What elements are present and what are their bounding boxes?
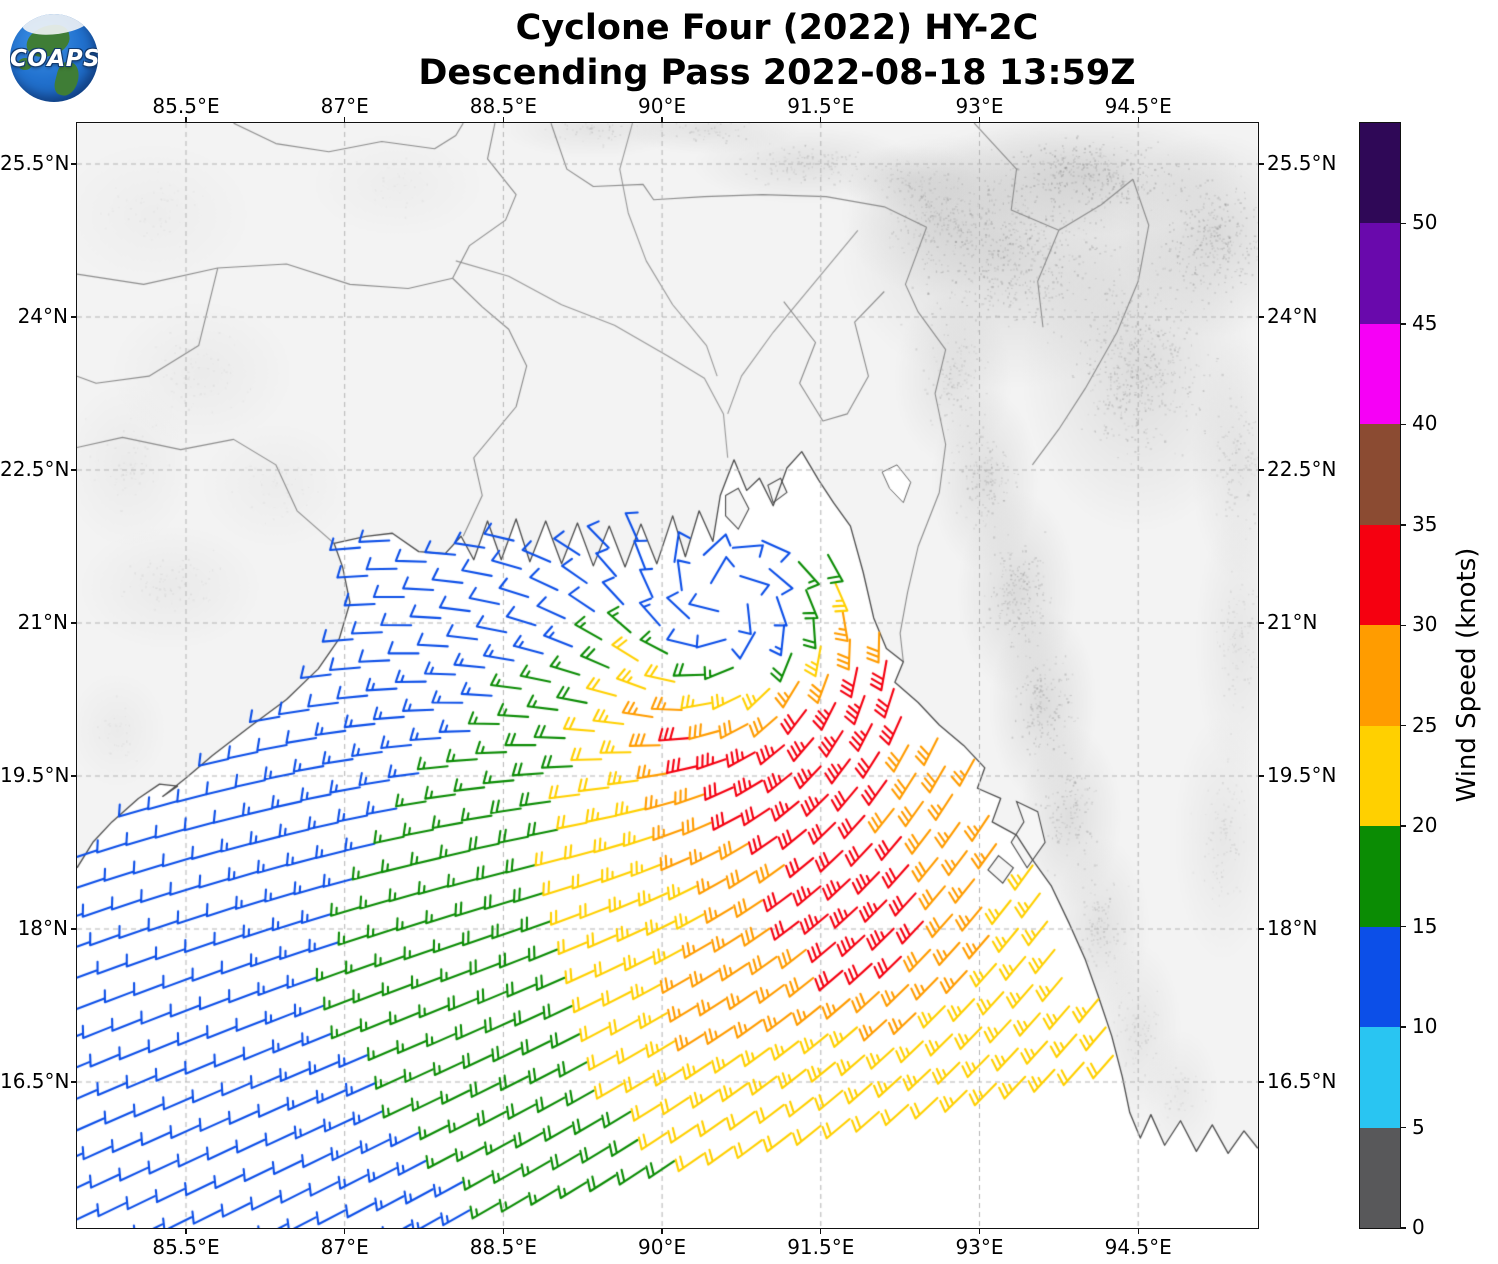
lon-tick-label-bottom: 91.5°E	[787, 1235, 855, 1259]
colorbar-tick-mark	[1400, 725, 1406, 727]
lon-tick-label-bottom: 94.5°E	[1104, 1235, 1172, 1259]
colorbar-axis-label: Wind Speed (knots)	[1452, 547, 1482, 803]
colorbar-tick-mark	[1400, 825, 1406, 827]
lon-tick-label-top: 91.5°E	[787, 94, 855, 118]
lat-tick-label-left: 19.5°N	[0, 763, 70, 787]
lon-tick-label-bottom: 87°E	[320, 1235, 369, 1259]
axis-tick-mark	[1259, 316, 1264, 318]
lon-tick-label-bottom: 88.5°E	[469, 1235, 537, 1259]
colorbar-tick-mark	[1400, 323, 1406, 325]
colorbar-tick-mark	[1400, 925, 1406, 928]
axis-tick-mark	[1259, 775, 1264, 777]
colorbar-tick-mark	[1400, 1126, 1406, 1129]
colorbar-segment	[1360, 625, 1400, 726]
lat-tick-label-right: 16.5°N	[1267, 1069, 1337, 1093]
axis-tick-mark	[1259, 622, 1264, 624]
colorbar-segment	[1360, 223, 1400, 324]
lat-tick-label-right: 21°N	[1267, 610, 1318, 634]
axis-tick-mark	[820, 117, 822, 122]
colorbar-segment	[1360, 1027, 1400, 1128]
chart-title: Cyclone Four (2022) HY-2C	[515, 8, 1039, 48]
lon-tick-label-top: 90°E	[638, 94, 687, 118]
lon-tick-label-bottom: 90°E	[638, 1235, 687, 1259]
axis-tick-mark	[1259, 928, 1264, 930]
colorbar-tick-label: 15	[1412, 913, 1438, 938]
axis-tick-mark	[71, 622, 76, 624]
chart-subtitle: Descending Pass 2022-08-18 13:59Z	[418, 53, 1136, 93]
axis-tick-mark	[1259, 1081, 1264, 1083]
colorbar-segment	[1360, 1127, 1400, 1228]
colorbar-tick-label: 30	[1412, 612, 1438, 637]
map-frame	[76, 122, 1259, 1229]
lat-tick-label-right: 25.5°N	[1267, 151, 1337, 175]
colorbar-tick-mark	[1400, 222, 1406, 225]
axis-tick-mark	[978, 117, 981, 122]
axis-tick-mark	[1137, 117, 1139, 122]
axis-tick-mark	[71, 163, 76, 165]
axis-tick-mark	[344, 117, 346, 122]
lon-tick-label-top: 93°E	[955, 94, 1004, 118]
coaps-logo: COAPS	[10, 14, 98, 102]
lat-tick-label-right: 22.5°N	[1267, 457, 1337, 481]
axis-tick-mark	[71, 775, 76, 777]
colorbar-tick-mark	[1400, 524, 1406, 526]
lat-tick-label-right: 24°N	[1267, 304, 1318, 328]
axis-tick-mark	[1259, 469, 1264, 471]
lat-tick-label-left: 24°N	[17, 304, 68, 328]
axis-tick-mark	[820, 1229, 822, 1234]
axis-tick-mark	[661, 117, 663, 122]
lat-tick-label-right: 18°N	[1267, 916, 1318, 940]
colorbar-segment	[1360, 123, 1400, 224]
axis-tick-mark	[502, 1229, 505, 1234]
logo-continent-shape	[18, 58, 32, 70]
axis-tick-mark	[344, 1229, 346, 1234]
lat-tick-label-left: 21°N	[17, 610, 68, 634]
colorbar-tick-mark	[1400, 624, 1406, 626]
axis-tick-mark	[1137, 1229, 1139, 1234]
map-canvas	[77, 123, 1258, 1228]
axis-tick-mark	[71, 1081, 76, 1083]
lon-tick-label-top: 88.5°E	[469, 94, 537, 118]
lon-tick-label-bottom: 85.5°E	[152, 1235, 220, 1259]
colorbar-tick-label: 10	[1412, 1014, 1438, 1039]
colorbar-tick-label: 35	[1412, 511, 1438, 536]
colorbar-tick-label: 40	[1412, 411, 1438, 436]
colorbar-segment	[1360, 323, 1400, 425]
axis-tick-mark	[185, 1229, 187, 1234]
lon-tick-label-top: 85.5°E	[152, 94, 220, 118]
axis-tick-mark	[1259, 163, 1264, 165]
colorbar-tick-label: 50	[1412, 210, 1438, 235]
colorbar-tick-mark	[1400, 1026, 1406, 1028]
lat-tick-label-left: 22.5°N	[0, 457, 70, 481]
lat-tick-label-left: 18°N	[17, 916, 68, 940]
colorbar-segment	[1360, 926, 1400, 1028]
axis-tick-mark	[661, 1229, 663, 1234]
colorbar	[1359, 122, 1401, 1229]
colorbar-tick-label: 0	[1412, 1215, 1425, 1239]
axis-tick-mark	[502, 117, 505, 122]
lat-tick-label-left: 16.5°N	[0, 1069, 70, 1093]
axis-tick-mark	[185, 117, 187, 122]
lon-tick-label-bottom: 93°E	[955, 1235, 1004, 1259]
axis-tick-mark	[71, 316, 76, 318]
colorbar-segment	[1360, 826, 1400, 927]
colorbar-tick-label: 45	[1412, 310, 1438, 335]
lon-tick-label-top: 94.5°E	[1104, 94, 1172, 118]
colorbar-tick-label: 25	[1412, 712, 1438, 737]
colorbar-tick-label: 5	[1412, 1114, 1425, 1139]
axis-tick-mark	[978, 1229, 981, 1234]
lon-tick-label-top: 87°E	[320, 94, 369, 118]
colorbar-tick-mark	[1400, 423, 1406, 426]
colorbar-segment	[1360, 424, 1400, 525]
colorbar-tick-label: 20	[1412, 813, 1438, 838]
colorbar-tick-mark	[1400, 1227, 1406, 1229]
axis-tick-mark	[71, 928, 76, 930]
colorbar-segment	[1360, 524, 1400, 626]
axis-tick-mark	[71, 469, 76, 471]
logo-text: COAPS	[10, 46, 98, 72]
colorbar-segment	[1360, 725, 1400, 827]
lat-tick-label-right: 19.5°N	[1267, 763, 1337, 787]
lat-tick-label-left: 25.5°N	[0, 151, 70, 175]
